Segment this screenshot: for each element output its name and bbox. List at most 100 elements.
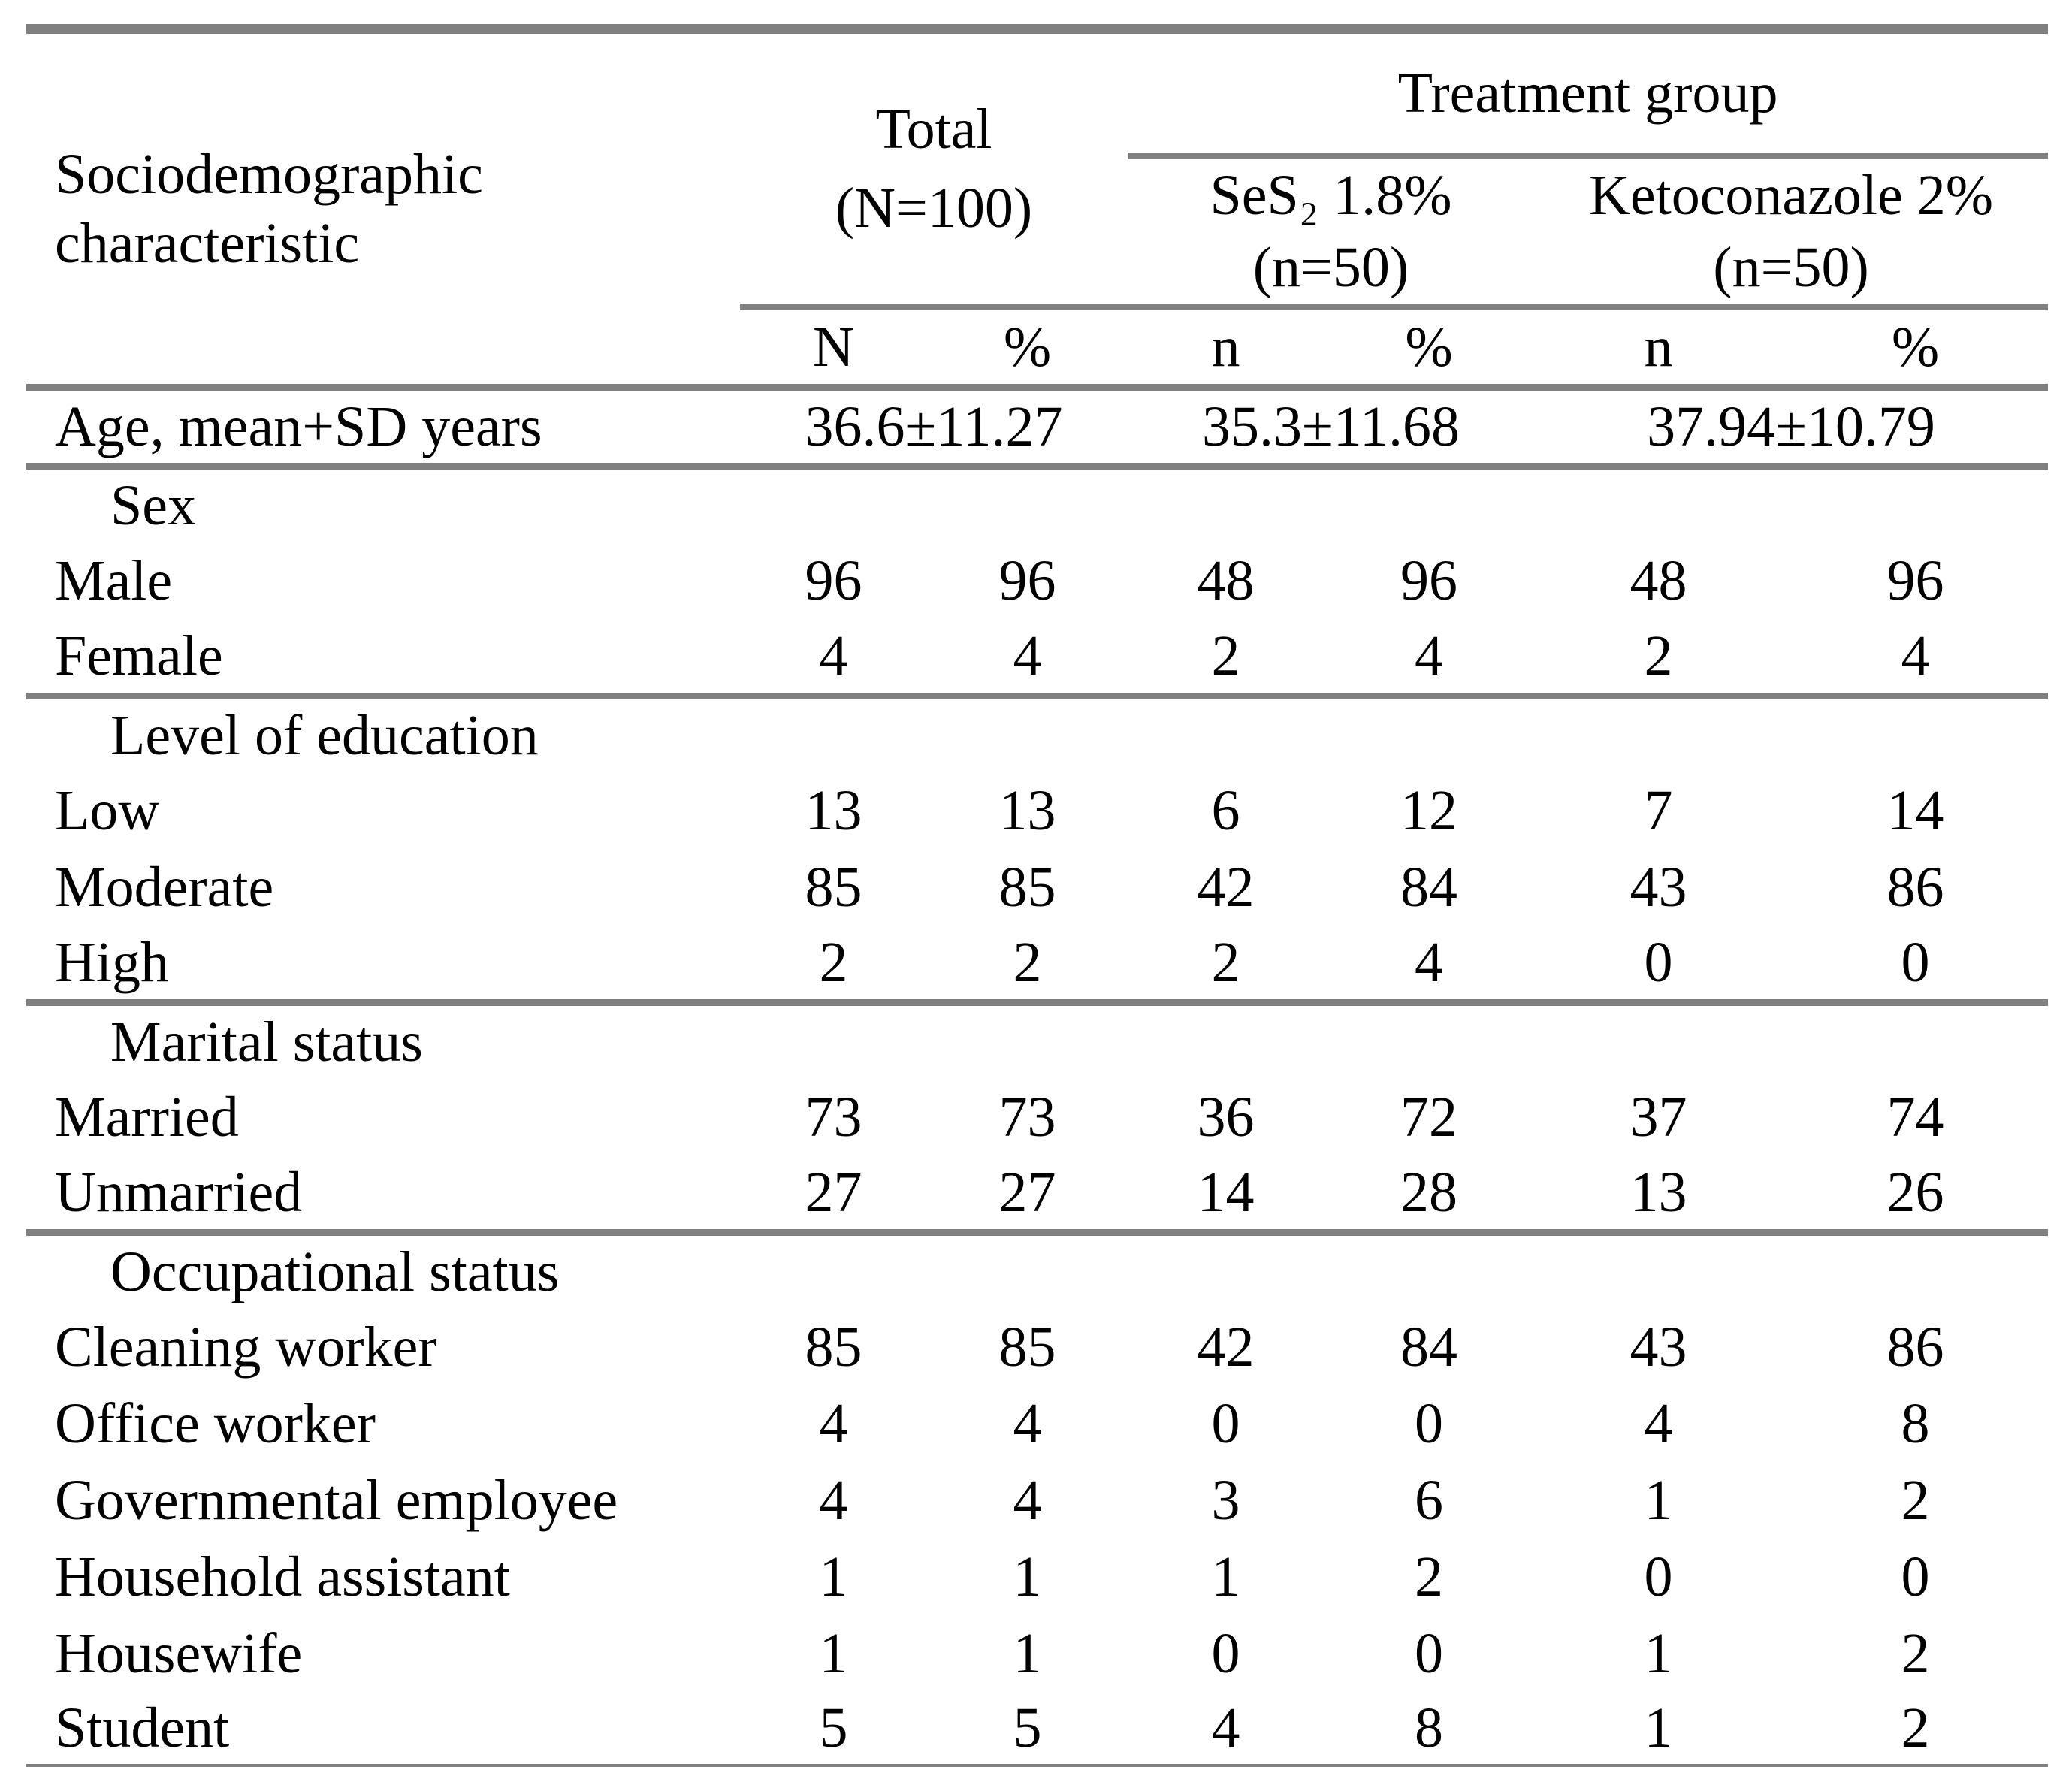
cell-value: 85 — [998, 1315, 1056, 1379]
cell-value: 2 — [1415, 1545, 1443, 1608]
cell-value: 1 — [1644, 1622, 1673, 1685]
table-row: Female 4 4 2 4 2 4 — [26, 619, 2049, 699]
subheader-keto-n: n — [1534, 307, 1783, 391]
cell-value: 2 — [1534, 619, 1783, 699]
total-n-count: (N=100) — [835, 176, 1033, 240]
table-row: Male 96 96 48 96 48 96 — [26, 543, 2048, 620]
cell-value: 96 — [998, 549, 1056, 612]
row-label: Housewife — [55, 1622, 303, 1685]
cell-value: 85 — [805, 1315, 862, 1379]
cell-value: 0 — [1211, 1392, 1240, 1455]
cell-value: 4 — [740, 619, 927, 699]
cell-value: 2 — [927, 926, 1128, 1006]
table-row: High 2 2 2 4 0 0 — [26, 926, 2049, 1006]
cell-value: 0 — [1415, 1392, 1443, 1455]
cell-value: 2 — [1128, 926, 1324, 1006]
row-label: Age, mean+SD years — [26, 387, 740, 470]
row-label: Married — [55, 1086, 239, 1149]
section-header-row: Marital status — [26, 1003, 2048, 1080]
cell-value: 0 — [1211, 1622, 1240, 1685]
row-label: High — [26, 926, 740, 1006]
table-row: Unmarried 27 27 14 28 13 26 — [26, 1155, 2049, 1236]
table-header: Sociodemographic characteristic Total (N… — [26, 29, 2049, 391]
cell-value: 1 — [1211, 1545, 1240, 1608]
cell-value: 36 — [1197, 1086, 1255, 1149]
cell-value: 4 — [1324, 926, 1534, 1006]
table-row: Moderate 85 85 42 84 43 86 — [26, 850, 2048, 926]
cell-value: 2 — [1901, 1469, 1930, 1532]
subheader-total-pct: % — [927, 307, 1128, 391]
row-label: Household assistant — [55, 1545, 510, 1608]
section-label: Sex — [110, 474, 196, 538]
row-label: Female — [26, 619, 740, 699]
cell-value: 28 — [1324, 1155, 1534, 1236]
cell-value: 4 — [1783, 619, 2049, 699]
cell-value: 2 — [1128, 619, 1324, 699]
table-row: Governmental employee 4 4 3 6 1 2 — [26, 1463, 2048, 1539]
cell-value: 48 — [1630, 549, 1687, 612]
cell-value: 8 — [1415, 1696, 1443, 1759]
ketoconazole-group-header: Ketoconazole 2% (n=50) — [1534, 156, 2049, 310]
section-header-row: Level of education — [26, 696, 2048, 773]
ses2-group-n-count: (n=50) — [1252, 236, 1409, 299]
row-label: Moderate — [55, 856, 274, 919]
cell-value: 13 — [1534, 1155, 1783, 1236]
cell-value: 96 — [1886, 549, 1944, 612]
age-value: 37.94±10.79 — [1534, 387, 2049, 470]
table-row: Age, mean+SD years 36.6±11.27 35.3±11.68 37… — [26, 387, 2049, 470]
ses2-group-name: SeS₂ 1.8% — [1210, 164, 1452, 227]
stub-column-header: Sociodemographic characteristic — [26, 29, 740, 391]
cell-value: 43 — [1630, 856, 1687, 919]
cell-value: 85 — [998, 856, 1056, 919]
sociodemographic-table: Sociodemographic characteristic Total (N… — [26, 24, 2049, 1767]
cell-value: 5 — [819, 1696, 848, 1759]
table-row: Cleaning worker 85 85 42 84 43 86 — [26, 1309, 2048, 1386]
cell-value: 86 — [1886, 1315, 1944, 1379]
cell-value: 6 — [1211, 779, 1240, 842]
cell-value: 27 — [740, 1155, 927, 1236]
total-title: Total — [875, 97, 992, 161]
cell-value: 4 — [1013, 1392, 1042, 1455]
row-label: Low — [55, 779, 160, 842]
cell-value: 7 — [1644, 779, 1673, 842]
cell-value: 4 — [1644, 1392, 1673, 1455]
cell-value: 14 — [1128, 1155, 1324, 1236]
section-header-row: Sex — [26, 467, 2048, 543]
header-row-subgroups: SeS₂ 1.8% (n=50) Ketoconazole 2% (n=50) — [26, 156, 2049, 310]
subheader-keto-pct: % — [1783, 307, 2049, 391]
row-label: Cleaning worker — [55, 1315, 437, 1379]
cell-value: 14 — [1886, 779, 1944, 842]
cell-value: 4 — [927, 619, 1128, 699]
cell-value: 37 — [1630, 1086, 1687, 1149]
cell-value: 3 — [1211, 1469, 1240, 1532]
cell-value: 4 — [1211, 1696, 1240, 1759]
table-row: Student 5 5 4 8 1 2 — [26, 1693, 2048, 1767]
cell-value: 74 — [1886, 1086, 1944, 1149]
section-header-row: Occupational status — [26, 1233, 2048, 1309]
cell-value: 2 — [1901, 1696, 1930, 1759]
ketoconazole-group-name: Ketoconazole 2% — [1588, 164, 1994, 227]
row-label: Male — [55, 549, 173, 612]
cell-value: 4 — [1324, 619, 1534, 699]
cell-value: 8 — [1901, 1392, 1930, 1455]
section-label: Level of education — [110, 704, 539, 768]
cell-value: 73 — [998, 1086, 1056, 1149]
table-body: Age, mean+SD years 36.6±11.27 35.3±11.68 37… — [26, 387, 2049, 1767]
cell-value: 0 — [1534, 926, 1783, 1006]
header-row-groups: Sociodemographic characteristic Total (N… — [26, 29, 2049, 391]
cell-value: 2 — [740, 926, 927, 1006]
cell-value: 86 — [1886, 856, 1944, 919]
cell-value: 2 — [1901, 1622, 1930, 1685]
ketoconazole-group-n-count: (n=50) — [1713, 236, 1869, 299]
table-row: Office worker 4 4 0 0 4 8 — [26, 1386, 2048, 1463]
cell-value: 4 — [1013, 1469, 1042, 1532]
cell-value: 73 — [805, 1086, 862, 1149]
age-value: 35.3±11.68 — [1128, 387, 1534, 470]
total-column-header: Total (N=100) — [740, 29, 1128, 310]
row-label: Unmarried — [26, 1155, 740, 1236]
cell-value: 43 — [1630, 1315, 1687, 1379]
row-label: Office worker — [55, 1392, 376, 1455]
cell-value: 84 — [1400, 856, 1457, 919]
cell-value: 0 — [1415, 1622, 1443, 1685]
